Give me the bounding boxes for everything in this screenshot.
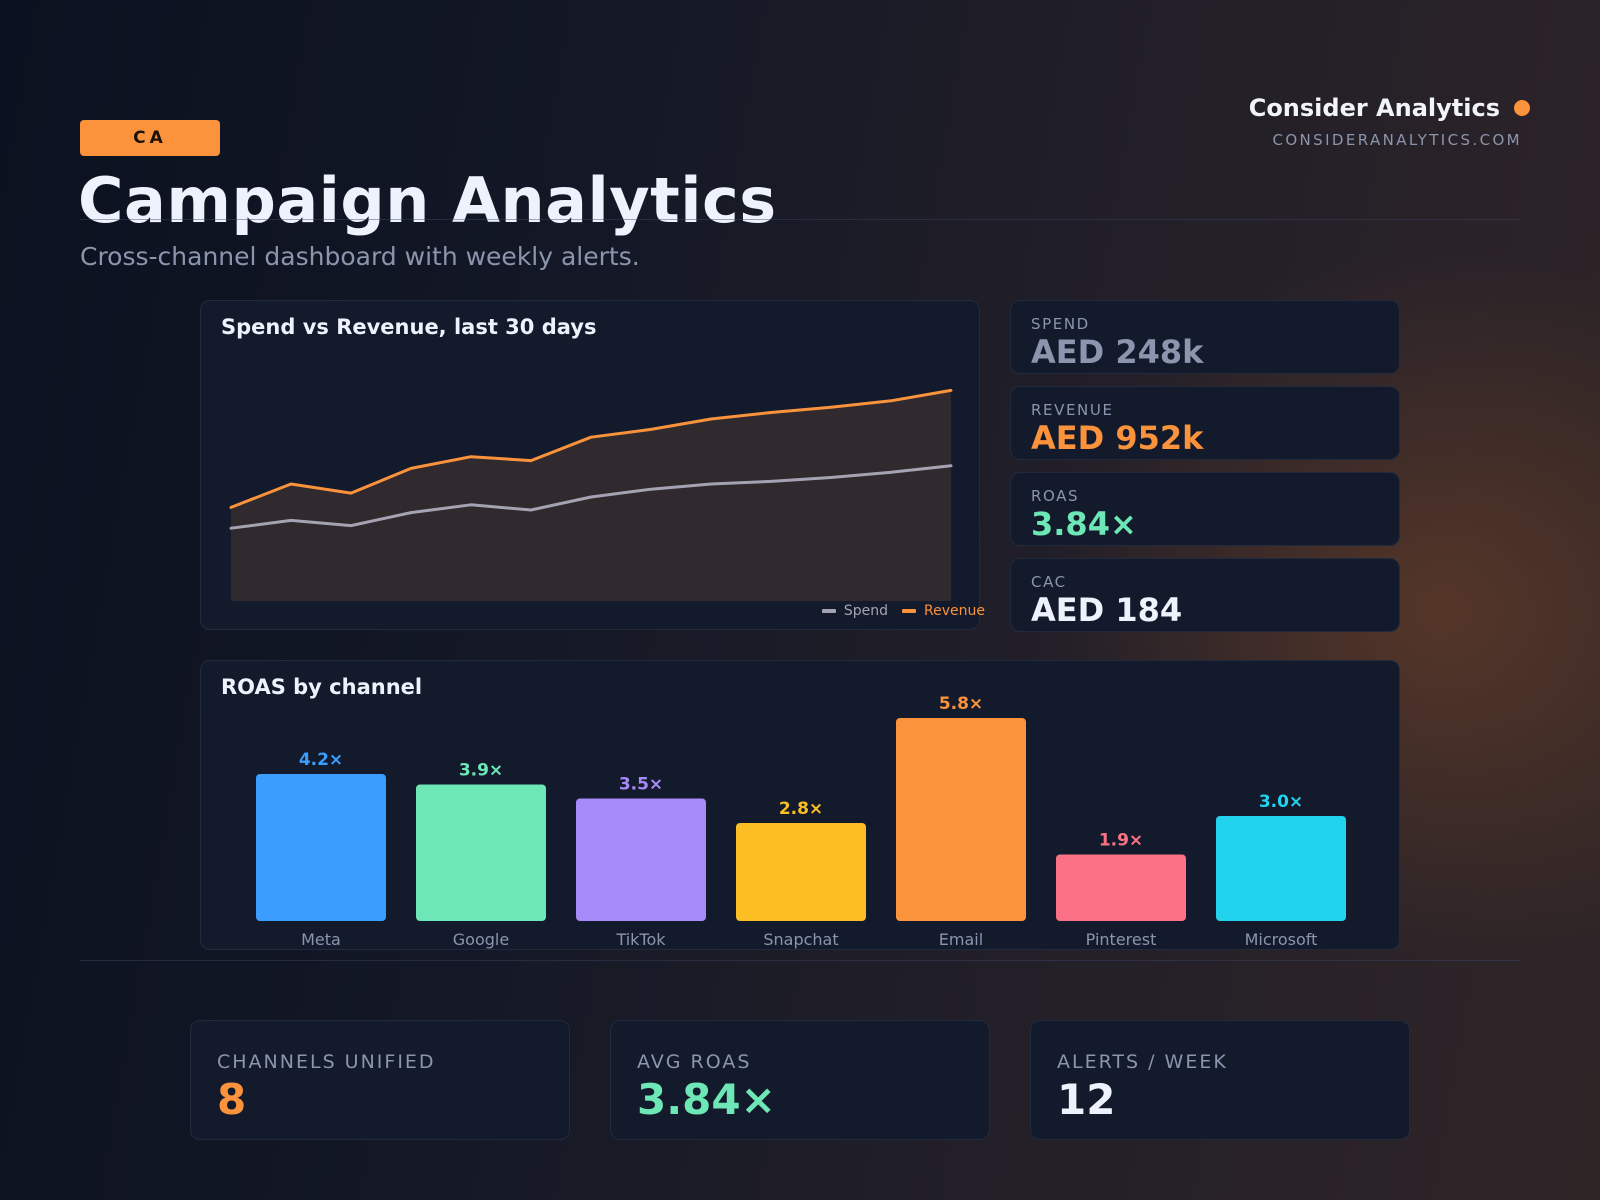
legend-label-spend: Spend (843, 603, 889, 619)
legend-item-revenue: Revenue (902, 603, 985, 619)
kpi-label: SPEND (1031, 315, 1090, 333)
spend-revenue-chart-title: Spend vs Revenue, last 30 days (221, 315, 597, 339)
stat-label: CHANNELS UNIFIED (217, 1051, 436, 1073)
kpi-value: AED 952k (1031, 419, 1204, 457)
bar-value-label-snapchat: 2.8× (779, 799, 823, 819)
bar-pinterest (1056, 854, 1186, 921)
series-line-revenue (229, 388, 953, 509)
series-line-spend (229, 464, 953, 530)
bar-value-label-google: 3.9× (459, 761, 503, 781)
bar-category-label-google: Google (453, 930, 509, 949)
kpi-label: CAC (1031, 573, 1067, 591)
chart-legend: Spend Revenue (821, 603, 985, 619)
bar-category-label-microsoft: Microsoft (1245, 930, 1318, 949)
brand-url[interactable]: CONSIDERANALYTICS.COM (1272, 131, 1522, 149)
legend-swatch-spend (821, 609, 836, 613)
brand-dot-icon (1514, 100, 1530, 116)
legend-label-revenue: Revenue (924, 603, 985, 619)
stat-value: 12 (1057, 1075, 1116, 1124)
kpi-value: AED 248k (1031, 333, 1204, 371)
header-divider (80, 219, 1520, 220)
stat-label: AVG ROAS (637, 1051, 752, 1073)
bar-microsoft (1216, 816, 1346, 921)
roas-by-channel-title: ROAS by channel (221, 675, 423, 699)
legend-item-spend: Spend (821, 603, 889, 619)
bar-category-label-snapchat: Snapchat (763, 930, 838, 949)
bar-category-label-tiktok: TikTok (615, 930, 666, 949)
page-subtitle: Cross-channel dashboard with weekly aler… (80, 242, 640, 271)
brand-name: Consider Analytics (1248, 94, 1500, 122)
bar-value-label-meta: 4.2× (299, 750, 343, 770)
page-title: Campaign Analytics (78, 164, 777, 237)
brand-badge: CA (80, 120, 220, 156)
stat-card-channels-unified: CHANNELS UNIFIED 8 (190, 1020, 570, 1140)
spend-revenue-chart-panel: Spend vs Revenue, last 30 days Spend Rev… (200, 300, 985, 630)
bar-value-label-pinterest: 1.9× (1099, 831, 1143, 851)
kpi-card-spend: SPEND AED 248k (1010, 300, 1400, 374)
kpi-card-roas: ROAS 3.84× (1010, 472, 1400, 546)
stat-card-alerts-week: ALERTS / WEEK 12 (1030, 1020, 1410, 1140)
roas-by-channel-chart: 4.2× Meta 3.9× Google 3.5× TikTok 2.8× Snapchat… (256, 694, 1346, 949)
kpi-label: ROAS (1031, 487, 1080, 505)
bar-value-label-microsoft: 3.0× (1259, 792, 1303, 812)
legend-swatch-revenue (902, 609, 917, 613)
bar-value-label-tiktok: 3.5× (619, 775, 663, 795)
kpi-label: REVENUE (1031, 401, 1114, 419)
kpi-card-revenue: REVENUE AED 952k (1010, 386, 1400, 460)
bar-category-label-meta: Meta (301, 930, 341, 949)
brand-lockup[interactable]: Consider Analytics (1249, 94, 1530, 122)
bar-meta (256, 774, 386, 921)
section-divider (80, 960, 1520, 961)
spend-revenue-chart (229, 388, 953, 601)
stat-value: 8 (217, 1075, 247, 1124)
kpi-card-cac: CAC AED 184 (1010, 558, 1400, 632)
stat-label: ALERTS / WEEK (1057, 1051, 1228, 1073)
bar-email (896, 718, 1026, 921)
bar-snapchat (736, 823, 866, 921)
roas-by-channel-panel: 4.2× Meta 3.9× Google 3.5× TikTok 2.8× Snapchat… (200, 660, 1400, 950)
kpi-value: 3.84× (1031, 505, 1137, 543)
stat-card-avg-roas: AVG ROAS 3.84× (610, 1020, 990, 1140)
bar-google (416, 784, 546, 921)
bar-category-label-pinterest: Pinterest (1086, 930, 1157, 949)
kpi-value: AED 184 (1031, 591, 1183, 629)
stat-value: 3.84× (637, 1075, 776, 1124)
bar-tiktok (576, 798, 706, 921)
bar-category-label-email: Email (939, 930, 983, 949)
bar-value-label-email: 5.8× (939, 694, 983, 714)
